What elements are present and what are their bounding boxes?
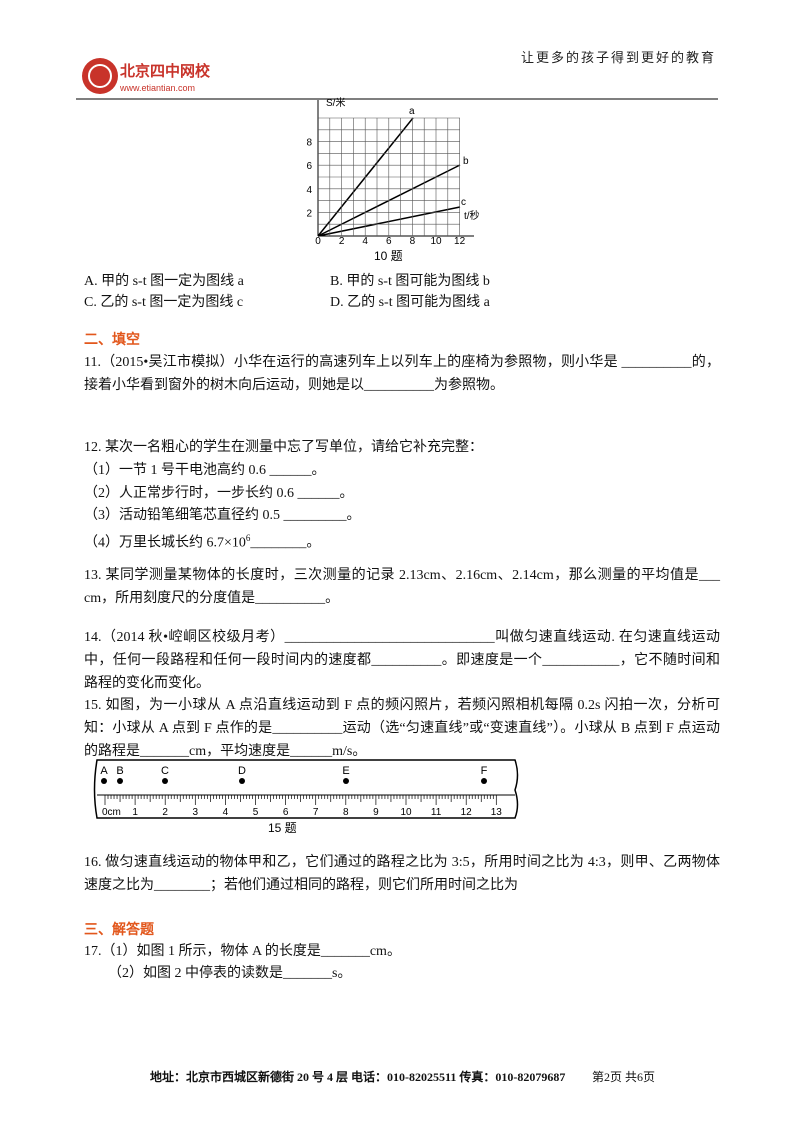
question: 17.（1）如图 1 所示，物体 A 的长度是_______cm。 bbox=[84, 944, 401, 959]
question: 16. 做匀速直线运动的物体甲和乙，它们通过的路程之比为 3:5，所用时间之比为… bbox=[84, 855, 720, 893]
ball bbox=[101, 778, 107, 784]
option: C. 乙的 s-t 图一定为图线 c bbox=[84, 295, 244, 310]
text: ________。 bbox=[250, 535, 321, 551]
ruler-outline bbox=[93, 759, 519, 819]
footer-address: 地址：北京市西城区新德街 20 号 4 层 电话：010-82025511 传真… bbox=[150, 1070, 566, 1084]
ruler-label: 7 bbox=[313, 807, 319, 818]
point-label: E bbox=[342, 765, 349, 777]
s-t-graph: S/米 t/秒 a b c 10 题 0 2 4 6 8 10 12 2 4 6 8 bbox=[306, 96, 479, 263]
axis-label: t/秒 bbox=[464, 209, 480, 222]
option: D. 乙的 s-t 图可能为图线 a bbox=[330, 295, 490, 310]
option: A. 甲的 s-t 图一定为图线 a bbox=[84, 274, 244, 289]
ruler-label: 11 bbox=[431, 807, 442, 818]
point-label: B bbox=[116, 765, 123, 777]
ball bbox=[239, 778, 245, 784]
logo-url: www.etiantian.com bbox=[119, 83, 195, 93]
y-tick-label: 2 bbox=[306, 208, 312, 219]
question: 11.（2015•吴江市模拟）小华在运行的高速列车上以列车上的座椅为参照物，则小… bbox=[84, 355, 720, 393]
option: B. 甲的 s-t 图可能为图线 b bbox=[330, 274, 490, 289]
point-label: F bbox=[481, 765, 488, 777]
logo-icon bbox=[82, 58, 118, 94]
x-tick-label: 4 bbox=[362, 236, 368, 247]
superscript: 6 bbox=[245, 533, 251, 543]
footer-page: 第2页 共6页 bbox=[592, 1070, 656, 1084]
logo-name: 北京四中网校 bbox=[120, 62, 211, 80]
slogan: 让更多的孩子得到更好的教育 bbox=[521, 50, 716, 65]
line-label: a bbox=[409, 106, 415, 117]
x-tick-label: 0 bbox=[315, 236, 321, 247]
question: （2）如图 2 中停表的读数是_______s。 bbox=[108, 966, 352, 981]
ruler-label: 10 bbox=[400, 807, 412, 818]
x-tick-label: 2 bbox=[339, 236, 345, 247]
question-item: （1）一节 1 号干电池高约 0.6 ______。 bbox=[84, 463, 326, 478]
x-tick-label: 6 bbox=[386, 236, 392, 247]
x-tick-label: 12 bbox=[454, 236, 466, 247]
ball bbox=[162, 778, 168, 784]
y-tick-label: 6 bbox=[306, 161, 312, 172]
section-title: 三、解答题 bbox=[84, 923, 154, 938]
y-tick-label: 4 bbox=[306, 185, 312, 196]
section-title: 二、填空 bbox=[84, 333, 140, 348]
question: 14.（2014 秋•崆峒区校级月考）_____________________… bbox=[84, 630, 720, 691]
ball bbox=[117, 778, 123, 784]
point-label: A bbox=[100, 765, 108, 777]
x-tick-label: 8 bbox=[410, 236, 416, 247]
axis-label: S/米 bbox=[326, 96, 345, 109]
logo-icon bbox=[88, 64, 112, 88]
question-item: （2）人正常步行时，一步长约 0.6 ______。 bbox=[84, 486, 354, 501]
question-item: （4）万里长城长约 6.7×106________。 bbox=[84, 527, 720, 555]
point-label: C bbox=[161, 765, 169, 777]
line-label: c bbox=[461, 197, 466, 208]
ruler-label: 2 bbox=[162, 807, 168, 818]
point-label: D bbox=[238, 765, 246, 777]
question: 13. 某同学测量某物体的长度时，三次测量的记录 2.13cm、2.16cm、2… bbox=[84, 568, 720, 606]
ruler-label: 12 bbox=[461, 807, 473, 818]
ruler-label: 8 bbox=[343, 807, 349, 818]
line-label: b bbox=[463, 156, 469, 167]
ruler-label: 13 bbox=[491, 807, 503, 818]
x-tick-label: 10 bbox=[430, 236, 442, 247]
question: 12. 某次一名粗心的学生在测量中忘了写单位，请给它补充完整： bbox=[84, 440, 483, 455]
text: （4）万里长城长约 6.7×10 bbox=[84, 535, 246, 551]
ruler-label: 0cm bbox=[102, 807, 121, 818]
ball bbox=[481, 778, 487, 784]
ball bbox=[343, 778, 349, 784]
y-tick-label: 8 bbox=[306, 138, 312, 149]
ruler-label: 3 bbox=[193, 807, 199, 818]
ruler-label: 1 bbox=[132, 807, 138, 818]
question: 15. 如图，为一小球从 A 点沿直线运动到 F 点的频闪照片，若频闪照相机每隔… bbox=[84, 698, 720, 759]
question-item: （3）活动铅笔细笔芯直径约 0.5 _________。 bbox=[84, 508, 361, 523]
ruler-label: 6 bbox=[283, 807, 289, 818]
caption: 15 题 bbox=[268, 821, 297, 835]
ruler-label: 9 bbox=[373, 807, 379, 818]
caption: 10 题 bbox=[374, 249, 403, 263]
ruler-label: 4 bbox=[223, 807, 229, 818]
ruler-label: 5 bbox=[253, 807, 259, 818]
